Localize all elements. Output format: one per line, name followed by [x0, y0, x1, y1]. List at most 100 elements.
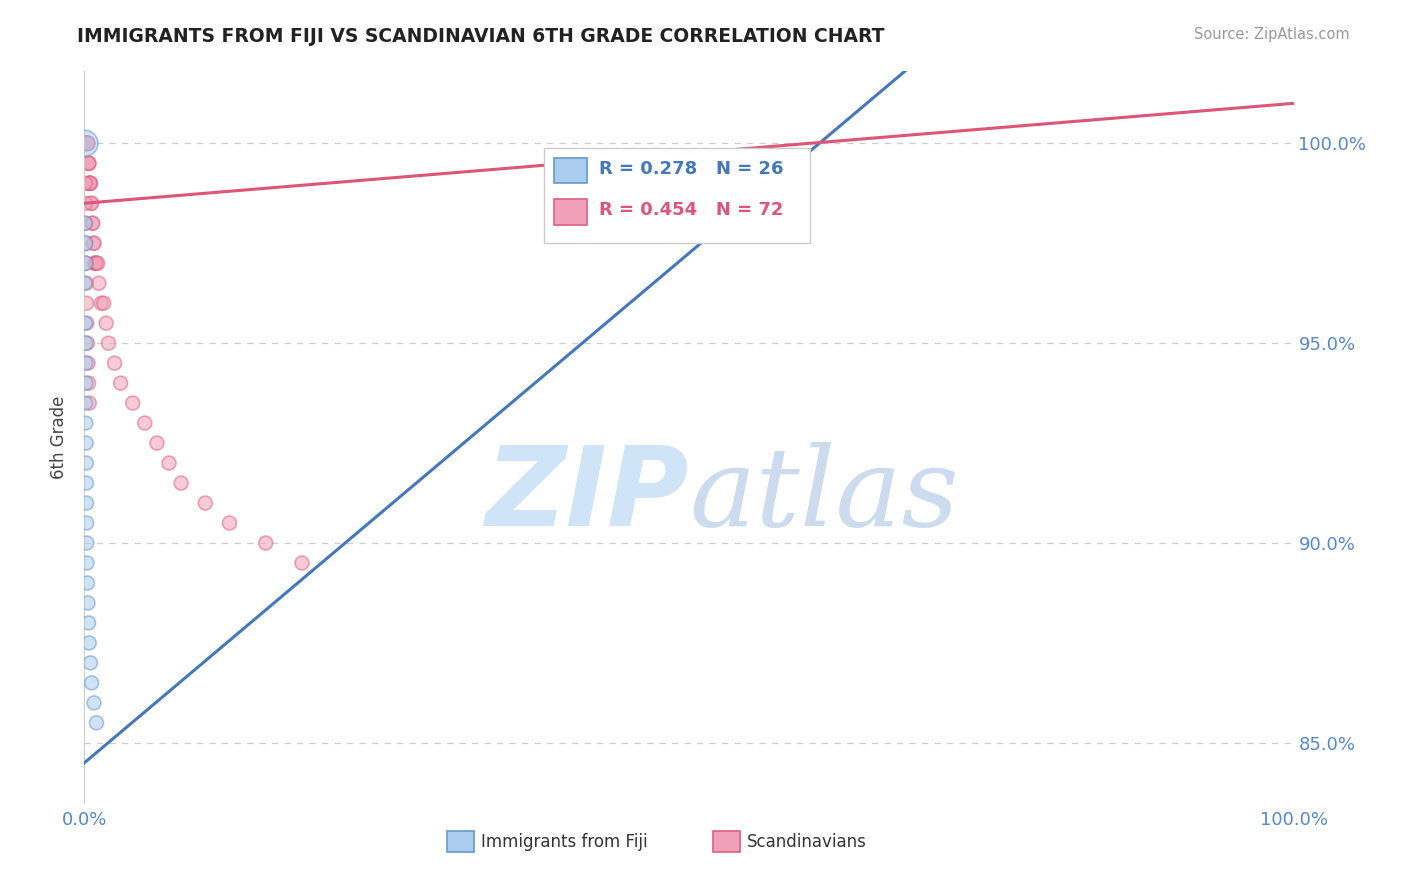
- Point: [75, 136, 97, 151]
- Point: [75, 216, 97, 230]
- Point: [77, 176, 100, 190]
- Point: [75, 476, 97, 491]
- Point: [75, 136, 97, 151]
- Bar: [554, 158, 588, 183]
- Point: [291, 556, 314, 570]
- Point: [75, 136, 97, 151]
- Point: [75, 396, 97, 410]
- Point: [77, 136, 100, 151]
- Point: [77, 396, 100, 410]
- Point: [76, 136, 98, 151]
- Point: [75, 356, 97, 370]
- Point: [75, 416, 97, 430]
- Point: [146, 436, 169, 450]
- Point: [157, 456, 180, 470]
- Point: [77, 596, 100, 610]
- Point: [86, 715, 108, 730]
- Text: R = 0.454   N = 72: R = 0.454 N = 72: [599, 202, 783, 219]
- Point: [82, 216, 104, 230]
- Bar: [554, 199, 588, 225]
- Text: R = 0.278   N = 26: R = 0.278 N = 26: [599, 160, 785, 178]
- Point: [75, 136, 97, 151]
- Point: [80, 196, 103, 211]
- Point: [76, 556, 98, 570]
- Point: [76, 136, 98, 151]
- FancyBboxPatch shape: [544, 148, 810, 244]
- Point: [76, 496, 98, 510]
- Point: [75, 216, 97, 230]
- Point: [73, 136, 96, 151]
- Point: [82, 216, 104, 230]
- Point: [76, 536, 98, 550]
- Point: [83, 256, 105, 270]
- Point: [75, 316, 97, 330]
- Point: [77, 356, 100, 370]
- Point: [84, 256, 107, 270]
- Point: [75, 336, 97, 351]
- Point: [75, 256, 97, 270]
- Point: [218, 516, 240, 530]
- Point: [79, 176, 101, 190]
- Point: [76, 136, 98, 151]
- Point: [75, 176, 97, 190]
- Point: [75, 136, 97, 151]
- Point: [110, 376, 132, 391]
- Point: [194, 496, 217, 510]
- Point: [104, 356, 127, 370]
- Point: [79, 176, 101, 190]
- Point: [75, 196, 97, 211]
- Text: atlas: atlas: [689, 442, 959, 549]
- Point: [94, 316, 117, 330]
- Bar: [713, 831, 740, 852]
- Point: [79, 656, 101, 670]
- Point: [77, 156, 100, 170]
- Point: [79, 176, 101, 190]
- Point: [77, 636, 100, 650]
- Point: [75, 376, 97, 391]
- Point: [97, 336, 120, 351]
- Point: [82, 236, 104, 251]
- Point: [75, 136, 97, 151]
- Point: [75, 136, 97, 151]
- Point: [75, 276, 97, 290]
- Point: [76, 136, 98, 151]
- Point: [76, 136, 98, 151]
- Point: [121, 396, 143, 410]
- Point: [79, 176, 101, 190]
- Point: [86, 256, 108, 270]
- Point: [80, 196, 103, 211]
- Point: [76, 136, 98, 151]
- Point: [254, 536, 277, 550]
- Text: Immigrants from Fiji: Immigrants from Fiji: [481, 832, 648, 851]
- Bar: [447, 831, 474, 852]
- Text: Scandinavians: Scandinavians: [747, 832, 868, 851]
- Point: [73, 236, 96, 251]
- Point: [73, 136, 96, 151]
- Point: [75, 276, 97, 290]
- Point: [75, 236, 97, 251]
- Text: IMMIGRANTS FROM FIJI VS SCANDINAVIAN 6TH GRADE CORRELATION CHART: IMMIGRANTS FROM FIJI VS SCANDINAVIAN 6TH…: [77, 27, 884, 45]
- Y-axis label: 6th Grade: 6th Grade: [51, 395, 69, 479]
- Point: [76, 136, 98, 151]
- Point: [79, 176, 101, 190]
- Point: [76, 516, 98, 530]
- Point: [77, 156, 100, 170]
- Point: [77, 156, 100, 170]
- Point: [76, 336, 98, 351]
- Point: [83, 236, 105, 251]
- Point: [93, 296, 115, 310]
- Point: [75, 436, 97, 450]
- Point: [75, 256, 97, 270]
- Point: [77, 615, 100, 630]
- Text: ZIP: ZIP: [485, 442, 689, 549]
- Point: [75, 136, 97, 151]
- Point: [170, 476, 193, 491]
- Point: [134, 416, 156, 430]
- Point: [75, 136, 97, 151]
- Point: [83, 696, 105, 710]
- Point: [80, 676, 103, 690]
- Point: [87, 276, 110, 290]
- Text: Source: ZipAtlas.com: Source: ZipAtlas.com: [1194, 27, 1350, 42]
- Point: [75, 456, 97, 470]
- Point: [76, 576, 98, 591]
